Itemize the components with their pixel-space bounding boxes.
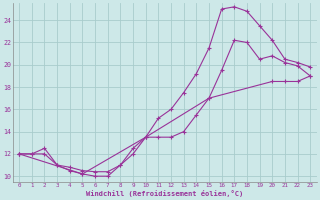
X-axis label: Windchill (Refroidissement éolien,°C): Windchill (Refroidissement éolien,°C): [86, 190, 243, 197]
